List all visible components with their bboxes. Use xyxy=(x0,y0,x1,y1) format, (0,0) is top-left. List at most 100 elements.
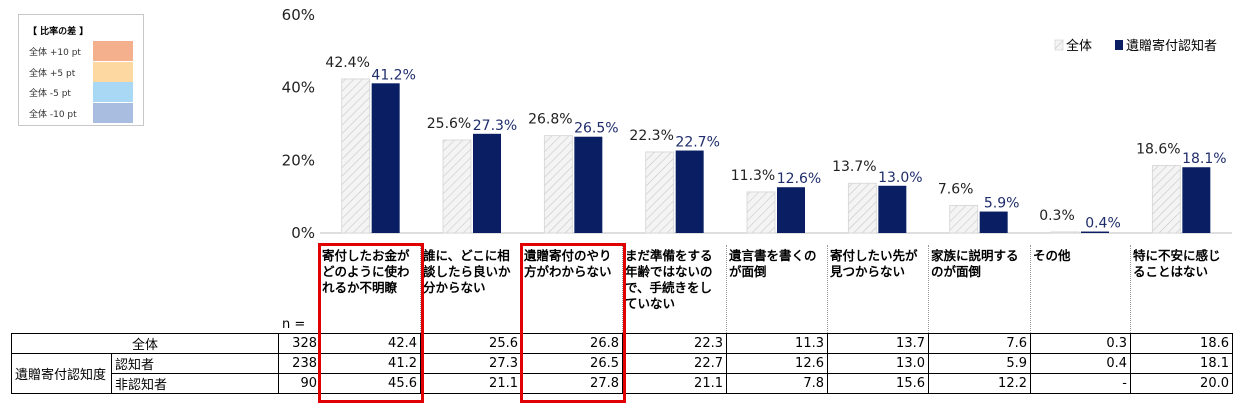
n-label: n = xyxy=(282,317,306,332)
y-tick-label: 0% xyxy=(291,224,315,242)
legend-swatch-overall xyxy=(1054,39,1064,51)
data-label: 13.7% xyxy=(832,159,876,175)
table-cell: - xyxy=(1030,373,1131,394)
table-cell: 26.8 xyxy=(521,333,623,354)
bar-overall xyxy=(442,139,472,234)
diff-legend-swatch xyxy=(93,103,133,123)
category-header: まだ準備をする年齢ではないので、手続きをしていない xyxy=(622,245,726,333)
row-label: 非認知者 xyxy=(111,373,279,394)
table-cell: 0.4 xyxy=(1030,353,1131,374)
table-cell: 25.6 xyxy=(420,333,522,354)
diff-legend-label: 全体 +10 pt xyxy=(29,48,81,58)
table-row: 非認知者 90 45.6 21.1 27.8 21.1 7.8 15.6 12.… xyxy=(12,373,1233,394)
bar-chart: 0% 20% 40% 60% 42.4%41.2% 25.6% 27.3% 26.8%26.… xyxy=(282,6,1232,242)
diff-legend-row: 全体 -5 pt xyxy=(29,82,141,102)
category-header: 特に不安に感じることはない xyxy=(1130,245,1232,333)
data-label: 13.0% xyxy=(878,170,922,186)
table-cell: 42.4 xyxy=(320,333,421,354)
data-label: 18.6% xyxy=(1136,141,1180,157)
bar-overall xyxy=(645,151,675,234)
bar-aware xyxy=(979,211,1008,233)
diff-legend-swatch xyxy=(93,82,133,102)
data-label: 41.2% xyxy=(371,67,415,83)
ratio-diff-legend-title: 【 比率の差 】 xyxy=(28,27,89,37)
diff-legend-swatch xyxy=(93,41,133,61)
data-label: 18.1% xyxy=(1182,151,1226,167)
table-cell: 18.1 xyxy=(1130,353,1233,374)
table-cell: 7.8 xyxy=(726,373,828,394)
sample-size: 238 xyxy=(278,353,321,374)
bar-aware xyxy=(675,150,704,233)
table-cell: 7.6 xyxy=(928,333,1031,354)
table-cell: 21.1 xyxy=(420,373,522,394)
data-label: 26.8% xyxy=(528,112,572,128)
data-label: 7.6% xyxy=(938,181,974,197)
table-cell: 21.1 xyxy=(622,373,727,394)
bar-overall xyxy=(1151,165,1181,234)
data-label: 0.4% xyxy=(1085,216,1121,232)
table-row: 遺贈寄付認知度 認知者 238 41.2 27.3 26.5 22.7 12.6… xyxy=(11,353,1233,394)
table-cell: 12.2 xyxy=(928,373,1031,394)
category-header: 寄付したお金がどのように使われるか不明瞭 xyxy=(322,248,410,295)
bar-aware xyxy=(777,187,805,233)
table-cell: 13.0 xyxy=(827,353,929,374)
bar-overall xyxy=(341,78,371,234)
sample-size: 90 xyxy=(278,373,321,394)
table-cell: 5.9 xyxy=(928,353,1031,374)
bar-overall xyxy=(847,182,877,234)
ratio-diff-legend: 【 比率の差 】 全体 +10 pt 全体 +5 pt 全体 -5 pt 全体 … xyxy=(18,14,144,126)
category-header: 遺贈寄付のやり方がわからない xyxy=(521,245,622,333)
diff-legend-label: 全体 -10 pt xyxy=(29,110,77,120)
category-header: 誰に、どこに相談したら良いか分からない xyxy=(420,245,521,333)
table-cell: 27.3 xyxy=(420,353,522,374)
legend-label: 全体 xyxy=(1066,38,1092,54)
table-cell: 15.6 xyxy=(827,373,929,394)
bar-overall xyxy=(1050,231,1080,234)
data-label: 27.3% xyxy=(473,118,517,134)
table-cell: 0.3 xyxy=(1030,333,1131,354)
bar-overall xyxy=(746,191,776,234)
data-label: 26.5% xyxy=(574,121,618,137)
table-cell: 13.7 xyxy=(827,333,929,354)
table-row: 全体 328 42.4 25.6 26.8 22.3 11.3 13.7 7.6… xyxy=(11,333,1233,354)
table-cell: 41.2 xyxy=(320,353,421,374)
bar-aware xyxy=(473,133,501,233)
table-cell: 18.6 xyxy=(1130,333,1233,354)
data-label: 5.9% xyxy=(984,196,1020,212)
category-header: その他 xyxy=(1030,245,1130,333)
data-label: 22.3% xyxy=(629,128,673,144)
table-cell: 45.6 xyxy=(320,373,421,394)
diff-legend-swatch xyxy=(93,62,133,82)
bar-overall xyxy=(543,135,573,234)
bar-aware xyxy=(371,83,400,233)
data-label: 12.6% xyxy=(777,171,821,187)
table-cell: 22.3 xyxy=(622,333,727,354)
bar-aware xyxy=(574,136,603,233)
legend-swatch-aware xyxy=(1115,40,1123,50)
group-label: 遺贈寄付認知度 xyxy=(11,353,112,394)
row-label: 認知者 xyxy=(111,353,279,374)
data-label: 25.6% xyxy=(427,116,471,132)
bar-overall xyxy=(949,204,979,234)
table-cell: 26.5 xyxy=(521,353,623,374)
category-header: 遺言書を書くのが面倒 xyxy=(726,245,827,333)
table-cell: 20.0 xyxy=(1130,373,1233,394)
y-tick-label: 20% xyxy=(282,151,315,169)
bar-aware xyxy=(1081,231,1109,233)
table-cell: 22.7 xyxy=(622,353,727,374)
y-tick-label: 60% xyxy=(282,6,315,24)
diff-legend-row: 全体 +5 pt xyxy=(29,62,141,82)
table-cell: 27.8 xyxy=(521,373,623,394)
data-label: 11.3% xyxy=(731,168,775,184)
data-label: 42.4% xyxy=(325,55,369,71)
sample-size: 328 xyxy=(278,333,321,354)
table-cell: 11.3 xyxy=(726,333,828,354)
diff-legend-label: 全体 +5 pt xyxy=(29,69,76,79)
bar-aware xyxy=(1182,167,1211,233)
table-cell: 12.6 xyxy=(726,353,828,374)
diff-legend-row: 全体 -10 pt xyxy=(29,103,141,123)
bar-aware xyxy=(878,185,907,233)
diff-legend-label: 全体 -5 pt xyxy=(29,89,71,99)
category-header: 寄付したい先が見つからない xyxy=(827,245,928,333)
diff-legend-row: 全体 +10 pt xyxy=(29,41,141,61)
